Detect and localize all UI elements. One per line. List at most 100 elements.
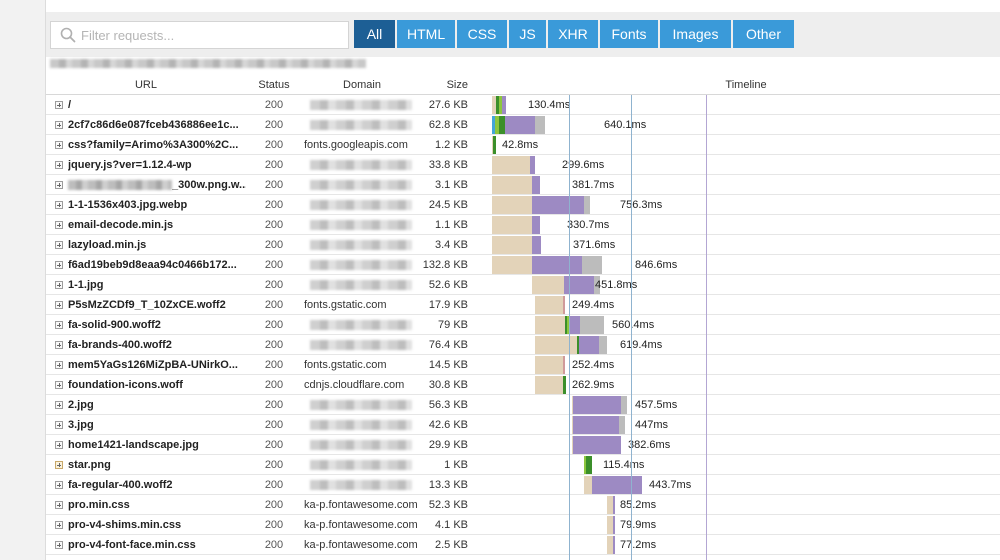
request-timeline[interactable]: 640.1ms bbox=[492, 115, 1000, 135]
request-timeline[interactable]: 115.4ms bbox=[492, 455, 1000, 475]
timing-segment-ssl bbox=[567, 316, 570, 334]
request-size: 1 KB bbox=[444, 459, 468, 471]
expand-icon[interactable] bbox=[55, 161, 63, 169]
filter-tab-fonts[interactable]: Fonts bbox=[600, 20, 658, 48]
request-timeline[interactable]: 381.7ms bbox=[492, 175, 1000, 195]
expand-icon[interactable] bbox=[55, 221, 63, 229]
request-timeline[interactable]: 756.3ms bbox=[492, 195, 1000, 215]
filter-tab-images[interactable]: Images bbox=[660, 20, 731, 48]
request-domain: cdnjs.cloudflare.com bbox=[304, 379, 405, 391]
expand-icon[interactable] bbox=[55, 261, 63, 269]
expand-icon[interactable] bbox=[55, 541, 63, 549]
table-row[interactable]: _300w.png.w... 200 3.1 KB 381.7ms bbox=[46, 175, 1000, 195]
table-row[interactable]: pro.min.css 200 ka-p.fontawesome.com 52.3 K… bbox=[46, 495, 1000, 515]
request-timeline[interactable]: 451.8ms bbox=[492, 275, 1000, 295]
table-row[interactable]: home1421-landscape.jpg 200 29.9 KB 382.6ms bbox=[46, 435, 1000, 455]
request-timeline[interactable]: 447ms bbox=[492, 415, 1000, 435]
expand-icon[interactable] bbox=[55, 401, 63, 409]
expand-icon[interactable] bbox=[55, 381, 63, 389]
request-duration: 249.4ms bbox=[572, 299, 615, 311]
expand-icon[interactable] bbox=[55, 101, 63, 109]
expand-icon[interactable] bbox=[55, 141, 63, 149]
request-url: 1-1-1536x403.jpg.webp bbox=[68, 199, 188, 211]
timing-segment-receive bbox=[573, 436, 621, 454]
request-timeline[interactable]: 371.6ms bbox=[492, 235, 1000, 255]
timing-segment-wait bbox=[492, 196, 532, 214]
table-row[interactable]: P5sMzZCDf9_T_10ZxCE.woff2 200 fonts.gstati… bbox=[46, 295, 1000, 315]
request-timeline[interactable]: 560.4ms bbox=[492, 315, 1000, 335]
filter-tab-css[interactable]: CSS bbox=[457, 20, 507, 48]
search-box[interactable] bbox=[50, 21, 349, 49]
timing-segment-wait bbox=[572, 416, 573, 434]
timing-segment-receive bbox=[532, 196, 584, 214]
expand-icon[interactable] bbox=[55, 521, 63, 529]
table-row[interactable]: fa-regular-400.woff2 200 13.3 KB 443.7ms bbox=[46, 475, 1000, 495]
request-timeline[interactable]: 42.8ms bbox=[492, 135, 1000, 155]
table-row[interactable]: fa-brands-400.woff2 200 76.4 KB 619.4ms bbox=[46, 335, 1000, 355]
table-row[interactable]: email-decode.min.js 200 1.1 KB 330.7ms bbox=[46, 215, 1000, 235]
table-row[interactable]: lazyload.min.js 200 3.4 KB 371.6ms bbox=[46, 235, 1000, 255]
request-timeline[interactable]: 299.6ms bbox=[492, 155, 1000, 175]
request-timeline[interactable]: 79.9ms bbox=[492, 515, 1000, 535]
request-timeline[interactable]: 619.4ms bbox=[492, 335, 1000, 355]
column-header-size[interactable]: Size bbox=[446, 79, 468, 91]
filter-tab-html[interactable]: HTML bbox=[397, 20, 455, 48]
expand-icon[interactable] bbox=[55, 481, 63, 489]
filter-tab-xhr[interactable]: XHR bbox=[548, 20, 598, 48]
expand-icon[interactable] bbox=[55, 281, 63, 289]
table-row[interactable]: fa-solid-900.woff2 200 79 KB 560.4ms bbox=[46, 315, 1000, 335]
expand-icon[interactable] bbox=[55, 321, 63, 329]
table-row[interactable]: / 200 27.6 KB 130.4ms bbox=[46, 95, 1000, 115]
request-timeline[interactable]: 77.2ms bbox=[492, 535, 1000, 555]
request-timeline[interactable]: 262.9ms bbox=[492, 375, 1000, 395]
expand-icon[interactable] bbox=[55, 301, 63, 309]
filter-tab-js[interactable]: JS bbox=[509, 20, 546, 48]
table-row[interactable]: pro-v4-shims.min.css 200 ka-p.fontawesome.… bbox=[46, 515, 1000, 535]
timing-segment-dark-green bbox=[496, 96, 499, 114]
table-row[interactable]: f6ad19beb9d8eaa94c0466b172... 200 132.8 KB… bbox=[46, 255, 1000, 275]
search-input[interactable] bbox=[81, 27, 341, 43]
table-row[interactable]: jquery.js?ver=1.12.4-wp 200 33.8 KB 299.6ms bbox=[46, 155, 1000, 175]
expand-icon[interactable] bbox=[55, 201, 63, 209]
filter-tab-all[interactable]: All bbox=[354, 20, 395, 48]
table-row[interactable]: foundation-icons.woff 200 cdnjs.cloudflare… bbox=[46, 375, 1000, 395]
expand-icon[interactable] bbox=[55, 361, 63, 369]
expand-icon[interactable] bbox=[55, 441, 63, 449]
request-size: 56.3 KB bbox=[428, 399, 468, 411]
redacted-domain bbox=[310, 340, 412, 350]
request-timeline[interactable]: 85.2ms bbox=[492, 495, 1000, 515]
table-row[interactable]: 1-1.jpg 200 52.6 KB 451.8ms bbox=[46, 275, 1000, 295]
request-timeline[interactable]: 330.7ms bbox=[492, 215, 1000, 235]
table-row[interactable]: 3.jpg 200 42.6 KB 447ms bbox=[46, 415, 1000, 435]
warning-expand-icon[interactable] bbox=[55, 461, 63, 469]
request-timeline[interactable]: 382.6ms bbox=[492, 435, 1000, 455]
table-row[interactable]: star.png 200 1 KB 115.4ms bbox=[46, 455, 1000, 475]
request-duration: 79.9ms bbox=[620, 519, 657, 531]
table-header: URL Status Domain Size Timeline bbox=[46, 75, 1000, 95]
expand-icon[interactable] bbox=[55, 181, 63, 189]
request-timeline[interactable]: 457.5ms bbox=[492, 395, 1000, 415]
request-timeline[interactable]: 443.7ms bbox=[492, 475, 1000, 495]
table-row[interactable]: 1-1-1536x403.jpg.webp 200 24.5 KB 756.3ms bbox=[46, 195, 1000, 215]
column-header-url[interactable]: URL bbox=[134, 79, 157, 91]
redacted-domain bbox=[310, 480, 412, 490]
column-header-domain[interactable]: Domain bbox=[343, 79, 381, 91]
expand-icon[interactable] bbox=[55, 241, 63, 249]
column-header-status[interactable]: Status bbox=[258, 79, 290, 91]
table-row[interactable]: pro-v4-font-face.min.css 200 ka-p.fontawes… bbox=[46, 535, 1000, 555]
expand-icon[interactable] bbox=[55, 421, 63, 429]
request-timeline[interactable]: 252.4ms bbox=[492, 355, 1000, 375]
request-timeline[interactable]: 130.4ms bbox=[492, 95, 1000, 115]
request-duration: 299.6ms bbox=[562, 159, 605, 171]
expand-icon[interactable] bbox=[55, 121, 63, 129]
expand-icon[interactable] bbox=[55, 341, 63, 349]
request-timeline[interactable]: 846.6ms bbox=[492, 255, 1000, 275]
table-row[interactable]: 2cf7c86d6e087fceb436886ee1c... 200 62.8 KB… bbox=[46, 115, 1000, 135]
request-timeline[interactable]: 249.4ms bbox=[492, 295, 1000, 315]
filter-tab-other[interactable]: Other bbox=[733, 20, 794, 48]
expand-icon[interactable] bbox=[55, 501, 63, 509]
table-row[interactable]: 2.jpg 200 56.3 KB 457.5ms bbox=[46, 395, 1000, 415]
table-row[interactable]: css?family=Arimo%3A300%2C... 200 fonts.goo… bbox=[46, 135, 1000, 155]
table-row[interactable]: mem5YaGs126MiZpBA-UNirkO... 200 fonts.gsta… bbox=[46, 355, 1000, 375]
